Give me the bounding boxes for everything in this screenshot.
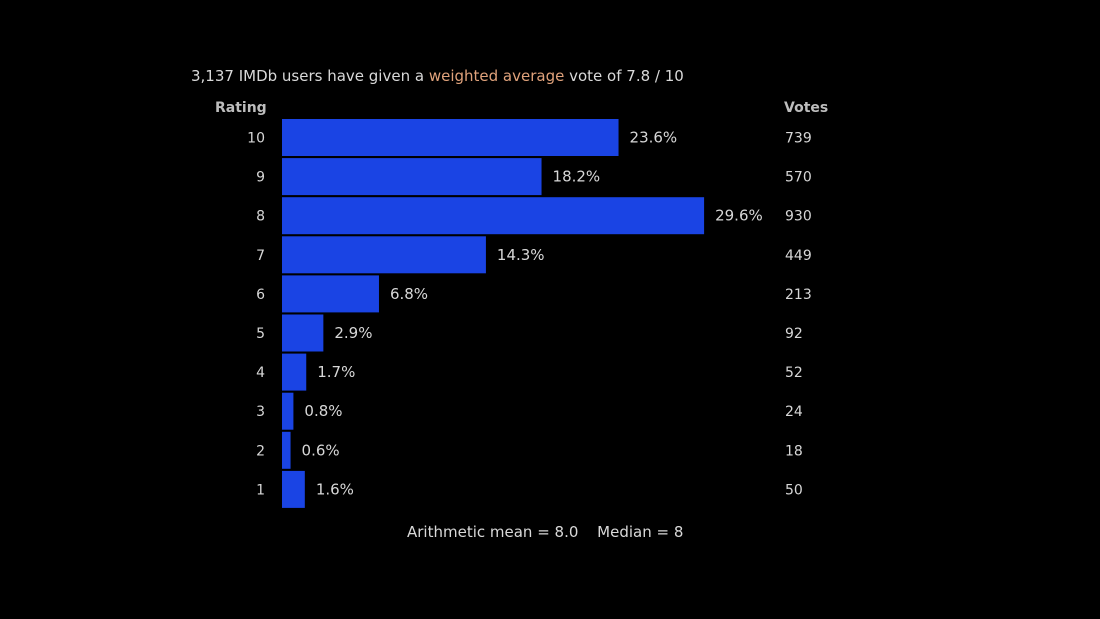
- votes-column-header: Votes: [784, 100, 829, 116]
- percent-label: 0.8%: [304, 402, 342, 420]
- rating-label: 6: [256, 287, 265, 303]
- arithmetic-mean: Arithmetic mean = 8.0: [407, 523, 579, 541]
- title-suffix: vote of 7.8 / 10: [569, 67, 684, 85]
- bar-rating-6[interactable]: [282, 275, 379, 313]
- bar-rating-2[interactable]: [282, 431, 291, 469]
- summary-stats: Arithmetic mean = 8.0 Median = 8: [407, 523, 683, 541]
- vote-count: 18: [785, 443, 803, 459]
- bar-rating-7[interactable]: [282, 236, 486, 274]
- rating-label: 5: [256, 326, 265, 342]
- chart-title: 3,137 IMDb users have given a weighted a…: [191, 67, 684, 85]
- vote-count: 449: [785, 248, 812, 264]
- percent-label: 14.3%: [497, 246, 545, 264]
- rating-label: 4: [256, 365, 265, 381]
- bar-rating-1[interactable]: [282, 470, 305, 508]
- rating-label: 2: [256, 443, 265, 459]
- vote-count: 570: [785, 170, 812, 186]
- vote-count: 52: [785, 365, 803, 381]
- bar-rating-8[interactable]: [282, 197, 705, 235]
- rating-label: 10: [247, 131, 265, 147]
- percent-label: 1.7%: [317, 363, 355, 381]
- percent-label: 0.6%: [302, 441, 340, 459]
- rating-label: 7: [256, 248, 265, 264]
- percent-label: 6.8%: [390, 285, 428, 303]
- percent-label: 2.9%: [334, 324, 372, 342]
- percent-label: 23.6%: [630, 129, 678, 147]
- bar-rating-5[interactable]: [282, 314, 324, 352]
- rating-label: 1: [256, 482, 265, 498]
- bar-rating-9[interactable]: [282, 158, 542, 196]
- median: Median = 8: [597, 523, 684, 541]
- rating-column-header: Rating: [215, 100, 267, 116]
- vote-count: 739: [785, 131, 812, 147]
- rating-label: 9: [256, 170, 265, 186]
- vote-count: 930: [785, 209, 812, 225]
- vote-count: 50: [785, 482, 803, 498]
- vote-count: 213: [785, 287, 812, 303]
- rating-label: 3: [256, 404, 265, 420]
- vote-count: 92: [785, 326, 803, 342]
- percent-label: 18.2%: [553, 168, 601, 186]
- bar-rating-10[interactable]: [282, 119, 619, 156]
- weighted-average-link[interactable]: weighted average: [428, 67, 565, 85]
- bar-rating-4[interactable]: [282, 353, 307, 391]
- percent-label: 1.6%: [316, 480, 354, 498]
- title-prefix: 3,137 IMDb users have given a: [191, 67, 425, 85]
- bar-rating-3[interactable]: [282, 392, 294, 430]
- percent-label: 29.6%: [715, 207, 763, 225]
- rating-label: 8: [256, 209, 265, 225]
- vote-count: 24: [785, 404, 803, 420]
